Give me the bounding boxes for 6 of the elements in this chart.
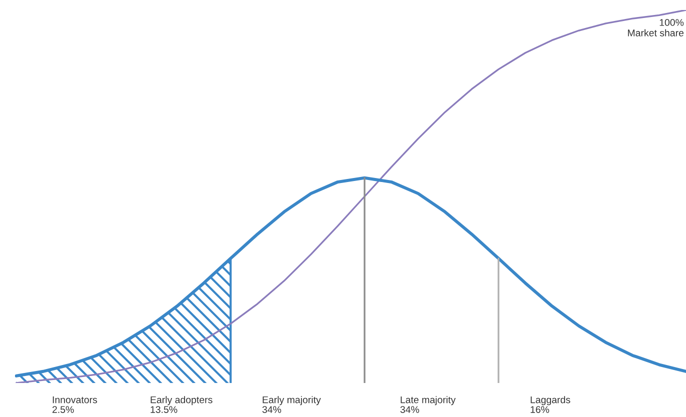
text: Early majority 34% <box>262 396 321 413</box>
text: Early adopters 13.5% <box>150 396 212 413</box>
text: Late majority 34% <box>400 396 456 413</box>
text: Innovators 2.5% <box>52 396 98 413</box>
text: Laggards 16% <box>530 396 570 413</box>
annotation: 100% Market share <box>628 19 684 36</box>
